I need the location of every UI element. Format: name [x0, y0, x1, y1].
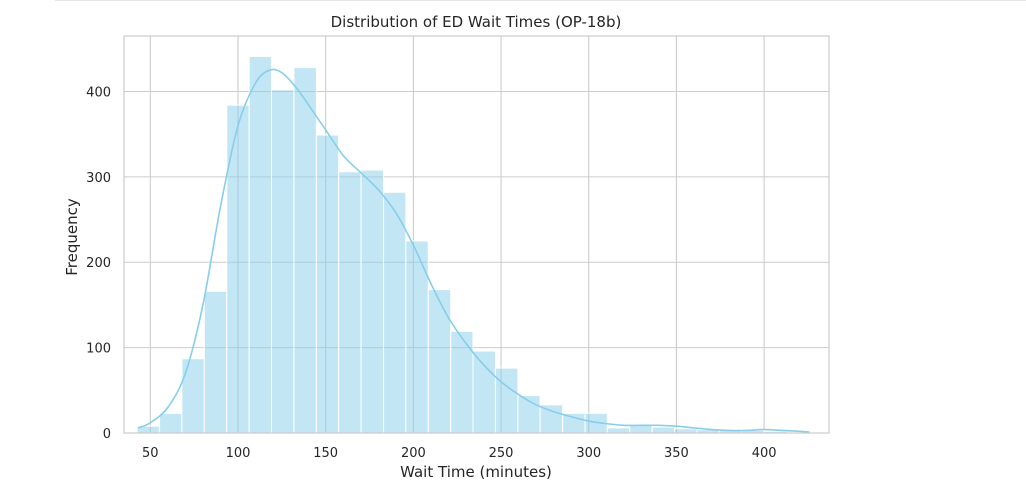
histogram-bar: [427, 289, 452, 434]
y-tick-label: 100: [86, 342, 111, 357]
histogram-bar: [539, 404, 564, 434]
chart-title: Distribution of ED Wait Times (OP-18b): [331, 13, 622, 31]
histogram-bar: [293, 67, 317, 434]
histogram-bar: [472, 350, 496, 434]
x-tick-labels: 50 100 150 200 250 300 350 400: [142, 446, 776, 461]
histogram-bar: [248, 55, 272, 434]
histogram-bar: [606, 427, 631, 434]
x-tick-label: 100: [226, 446, 251, 461]
x-tick-label: 350: [664, 446, 689, 461]
plot-frame: [123, 35, 830, 434]
x-tick-label: 400: [752, 446, 777, 461]
y-tick-label: 400: [86, 85, 111, 100]
histogram-bar: [450, 330, 474, 434]
histogram-bar: [181, 358, 205, 434]
histogram-bar: [383, 191, 407, 434]
histogram-bar: [651, 426, 675, 434]
x-tick-label: 250: [489, 446, 514, 461]
top-divider: [55, 0, 1026, 1]
x-tick-label: 300: [576, 446, 601, 461]
histogram-bar: [673, 428, 698, 434]
histogram-bar: [159, 412, 183, 434]
histogram-bar: [203, 290, 228, 434]
histogram-bar: [270, 89, 295, 434]
x-axis-label: Wait Time (minutes): [400, 463, 552, 481]
histogram-bar: [562, 412, 586, 434]
histogram-bar: [226, 104, 250, 434]
y-axis-label: Frequency: [63, 198, 81, 276]
histogram-bar: [629, 424, 653, 434]
y-tick-label: 300: [86, 171, 111, 186]
y-tick-labels: 0 100 200 300 400: [86, 85, 111, 442]
histogram-bar: [315, 134, 340, 434]
x-tick-label: 50: [142, 446, 159, 461]
x-tick-label: 200: [401, 446, 426, 461]
x-tick-label: 150: [313, 446, 338, 461]
histogram-bar: [494, 367, 519, 434]
histogram-bar: [338, 171, 362, 434]
histogram-bar: [360, 169, 385, 434]
y-tick-label: 200: [86, 256, 111, 271]
kde-curve: [137, 68, 810, 433]
y-tick-label: 0: [103, 427, 111, 442]
